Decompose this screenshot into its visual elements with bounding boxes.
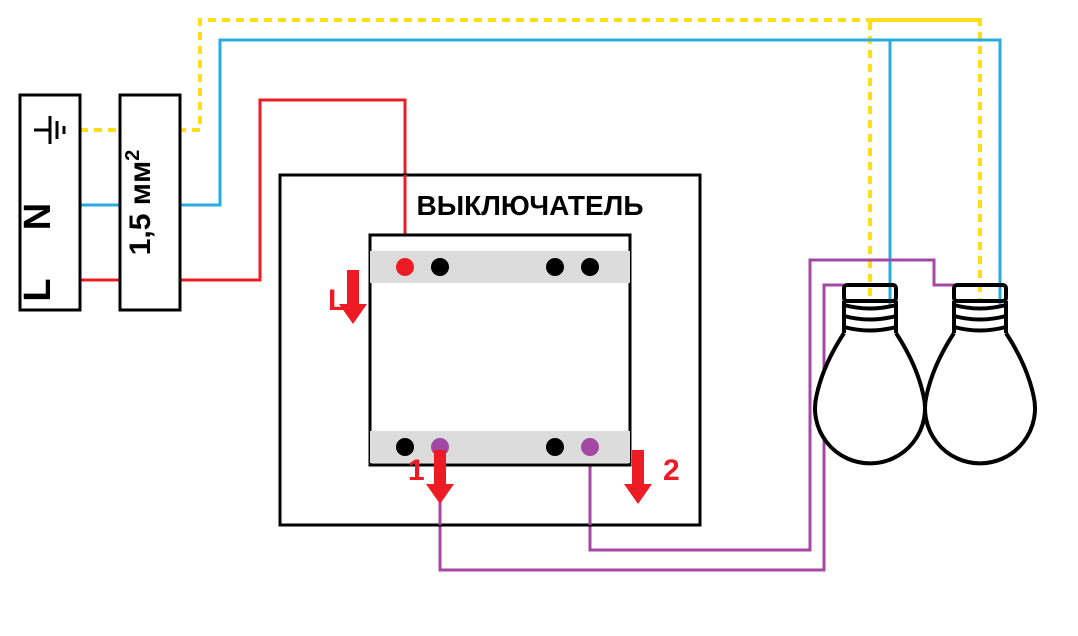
terminal xyxy=(396,258,414,276)
supply-label-L: L xyxy=(17,278,59,301)
cable-spec-label: 1,5 мм2 xyxy=(122,150,157,256)
switch-label-1: 1 xyxy=(408,454,425,487)
bulb-icon xyxy=(925,285,1035,463)
switch-label-2: 2 xyxy=(663,454,680,487)
terminal xyxy=(546,258,564,276)
bulb-icon xyxy=(815,285,925,463)
switch-label-L: L xyxy=(328,284,346,317)
terminal xyxy=(431,258,449,276)
switch-title: ВЫКЛЮЧАТЕЛЬ xyxy=(417,190,644,221)
supply-label-N: N xyxy=(17,203,59,230)
terminal xyxy=(546,438,564,456)
terminal xyxy=(581,438,599,456)
terminal xyxy=(581,258,599,276)
